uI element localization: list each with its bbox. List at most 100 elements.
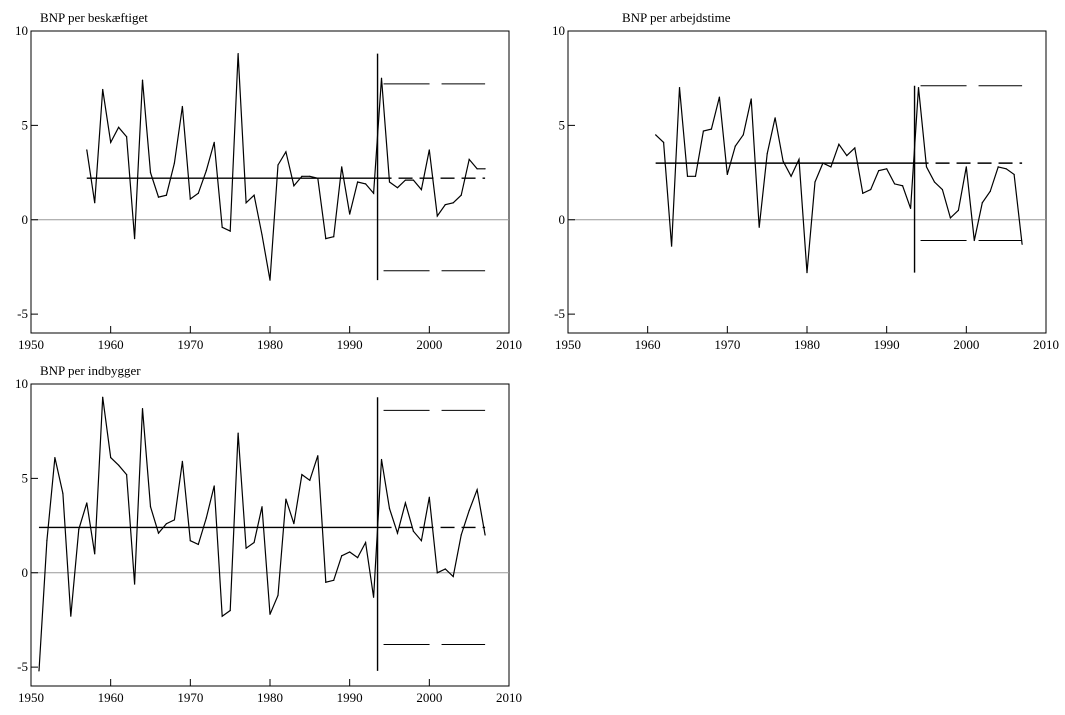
data-point: [1005, 168, 1007, 170]
data-point: [372, 596, 375, 598]
data-point: [396, 187, 399, 189]
data-point: [997, 166, 999, 168]
data-point: [460, 194, 462, 196]
data-point: [133, 238, 136, 240]
data-point: [221, 615, 223, 617]
data-point: [726, 173, 728, 176]
data-point: [973, 239, 975, 242]
data-point: [341, 555, 343, 557]
data-point: [157, 532, 160, 534]
data-point: [197, 543, 199, 546]
data-point: [173, 519, 175, 521]
data-point: [141, 407, 144, 410]
data-point: [325, 581, 327, 583]
data-point: [301, 175, 303, 177]
data-point: [444, 568, 446, 570]
data-point: [213, 485, 215, 487]
data-point: [293, 523, 295, 525]
data-point: [197, 192, 199, 194]
data-point: [957, 209, 959, 211]
data-point: [484, 534, 486, 536]
data-point: [341, 166, 343, 168]
data-point: [894, 183, 896, 185]
y-tick-label: -5: [554, 306, 565, 321]
data-point: [655, 134, 657, 136]
data-point: [126, 474, 128, 476]
data-point: [830, 166, 832, 168]
data-point: [245, 547, 247, 549]
y-tick-label: 5: [22, 117, 29, 132]
x-tick-label: 1950: [18, 690, 44, 705]
data-point: [269, 613, 271, 615]
data-point: [70, 615, 72, 617]
data-point: [165, 523, 168, 525]
y-tick-label: 0: [22, 212, 29, 227]
data-point: [380, 458, 383, 461]
data-point: [412, 179, 414, 181]
data-point: [317, 455, 319, 457]
data-point: [78, 528, 80, 530]
data-point: [269, 279, 271, 281]
y-tick-label: 0: [559, 212, 566, 227]
y-tick-label: 10: [15, 23, 28, 38]
data-point: [357, 557, 359, 559]
data-point: [86, 502, 88, 504]
data-point: [862, 192, 864, 194]
x-tick-label: 1990: [874, 337, 900, 352]
data-point: [774, 117, 776, 119]
data-point: [436, 215, 438, 217]
series-line: [38, 397, 486, 671]
chart-title: BNP per indbygger: [40, 363, 141, 378]
data-point: [285, 498, 287, 500]
chart-title: BNP per arbejdstime: [622, 10, 731, 25]
y-tick-label: 10: [15, 376, 28, 391]
data-point: [189, 540, 191, 542]
series-line: [655, 87, 1023, 273]
data-point: [54, 457, 56, 459]
x-tick-label: 2010: [496, 690, 522, 705]
data-point: [949, 217, 952, 219]
data-point: [404, 179, 407, 181]
data-point: [229, 609, 231, 612]
data-point: [798, 158, 800, 160]
x-tick-label: 1970: [714, 337, 740, 352]
x-tick-label: 1970: [177, 337, 203, 352]
x-tick-label: 1960: [98, 337, 124, 352]
x-tick-label: 1960: [98, 690, 124, 705]
data-point: [388, 507, 391, 510]
data-point: [981, 202, 983, 204]
plot-frame: [30, 383, 510, 687]
data-point: [253, 194, 255, 196]
data-point: [349, 213, 351, 215]
data-point: [205, 517, 207, 519]
data-point: [782, 160, 784, 162]
data-point: [205, 170, 207, 172]
data-point: [854, 147, 856, 149]
data-point: [380, 77, 383, 79]
data-point: [237, 432, 239, 434]
chart-title: BNP per beskæftiget: [40, 10, 148, 25]
x-tick-label: 1980: [794, 337, 820, 352]
x-tick-label: 1980: [257, 337, 283, 352]
x-tick-label: 1950: [18, 337, 44, 352]
data-point: [734, 145, 736, 147]
data-point: [750, 98, 752, 100]
data-point: [965, 166, 967, 168]
x-tick-label: 1990: [337, 690, 363, 705]
plot-frame: [30, 30, 510, 334]
data-point: [396, 532, 399, 534]
data-point: [293, 185, 295, 187]
data-point: [325, 238, 327, 240]
data-point: [420, 540, 422, 542]
data-point: [333, 236, 335, 238]
data-point: [333, 579, 335, 581]
x-tick-label: 2010: [496, 337, 522, 352]
data-point: [261, 234, 263, 236]
data-point: [102, 88, 104, 91]
x-tick-label: 1980: [257, 690, 283, 705]
data-point: [110, 141, 112, 143]
x-tick-label: 2000: [953, 337, 979, 352]
data-point: [118, 464, 120, 466]
data-point: [110, 457, 112, 459]
chart-panel-1: BNP per beskæftiget -5 0 5 10 1950 1960 1970 198…: [15, 10, 522, 352]
